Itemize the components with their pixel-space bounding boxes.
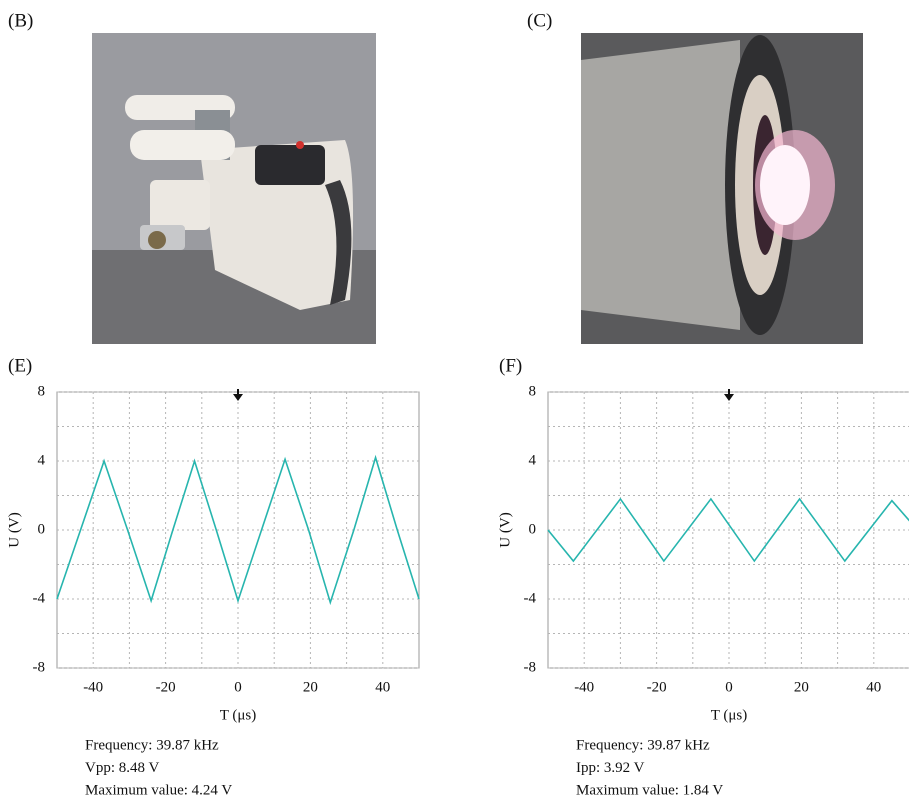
x-tick-label: -40 <box>574 679 594 695</box>
annotation: Ipp: 3.92 V <box>576 760 645 776</box>
y-axis-label: U (V) <box>497 512 513 547</box>
annotation: Vpp: 8.48 V <box>85 760 159 776</box>
y-tick-label: 0 <box>38 521 46 537</box>
trigger-marker <box>724 389 734 401</box>
y-tick-label: 0 <box>529 521 537 537</box>
y-tick-label: 8 <box>38 383 46 399</box>
y-axis-label: U (V) <box>6 512 22 547</box>
y-tick-label: 4 <box>529 452 537 468</box>
x-tick-label: 20 <box>794 679 809 695</box>
y-tick-label: -8 <box>33 659 46 675</box>
annotation: Frequency: 39.87 kHz <box>85 737 219 753</box>
y-tick-label: -4 <box>33 590 46 606</box>
annotation: Maximum value: 4.24 V <box>85 782 232 798</box>
annotation: Maximum value: 1.84 V <box>576 782 723 798</box>
x-tick-label: 40 <box>866 679 881 695</box>
x-tick-label: 40 <box>375 679 390 695</box>
x-tick-label: -20 <box>647 679 667 695</box>
y-tick-label: -8 <box>524 659 537 675</box>
x-tick-label: 0 <box>725 679 733 695</box>
x-tick-label: -20 <box>156 679 176 695</box>
y-tick-label: 8 <box>529 383 537 399</box>
panel-label: (F) <box>499 355 522 376</box>
x-tick-label: -40 <box>83 679 103 695</box>
x-tick-label: 20 <box>303 679 318 695</box>
panel-label: (B) <box>8 10 33 31</box>
photo-plasma <box>581 33 863 344</box>
panel-label: (C) <box>527 10 552 31</box>
panel-label: (E) <box>8 355 32 376</box>
annotation: Frequency: 39.87 kHz <box>576 737 710 753</box>
x-axis-label: T (μs) <box>220 707 257 723</box>
x-tick-label: 0 <box>234 679 242 695</box>
trigger-marker <box>233 389 243 401</box>
y-tick-label: -4 <box>524 590 537 606</box>
y-tick-label: 4 <box>38 452 46 468</box>
figure: (B) (C) (E)-8-4048-40-2002040T (μs)U (V)… <box>0 0 909 802</box>
x-axis-label: T (μs) <box>711 707 748 723</box>
photo-device <box>92 33 376 344</box>
